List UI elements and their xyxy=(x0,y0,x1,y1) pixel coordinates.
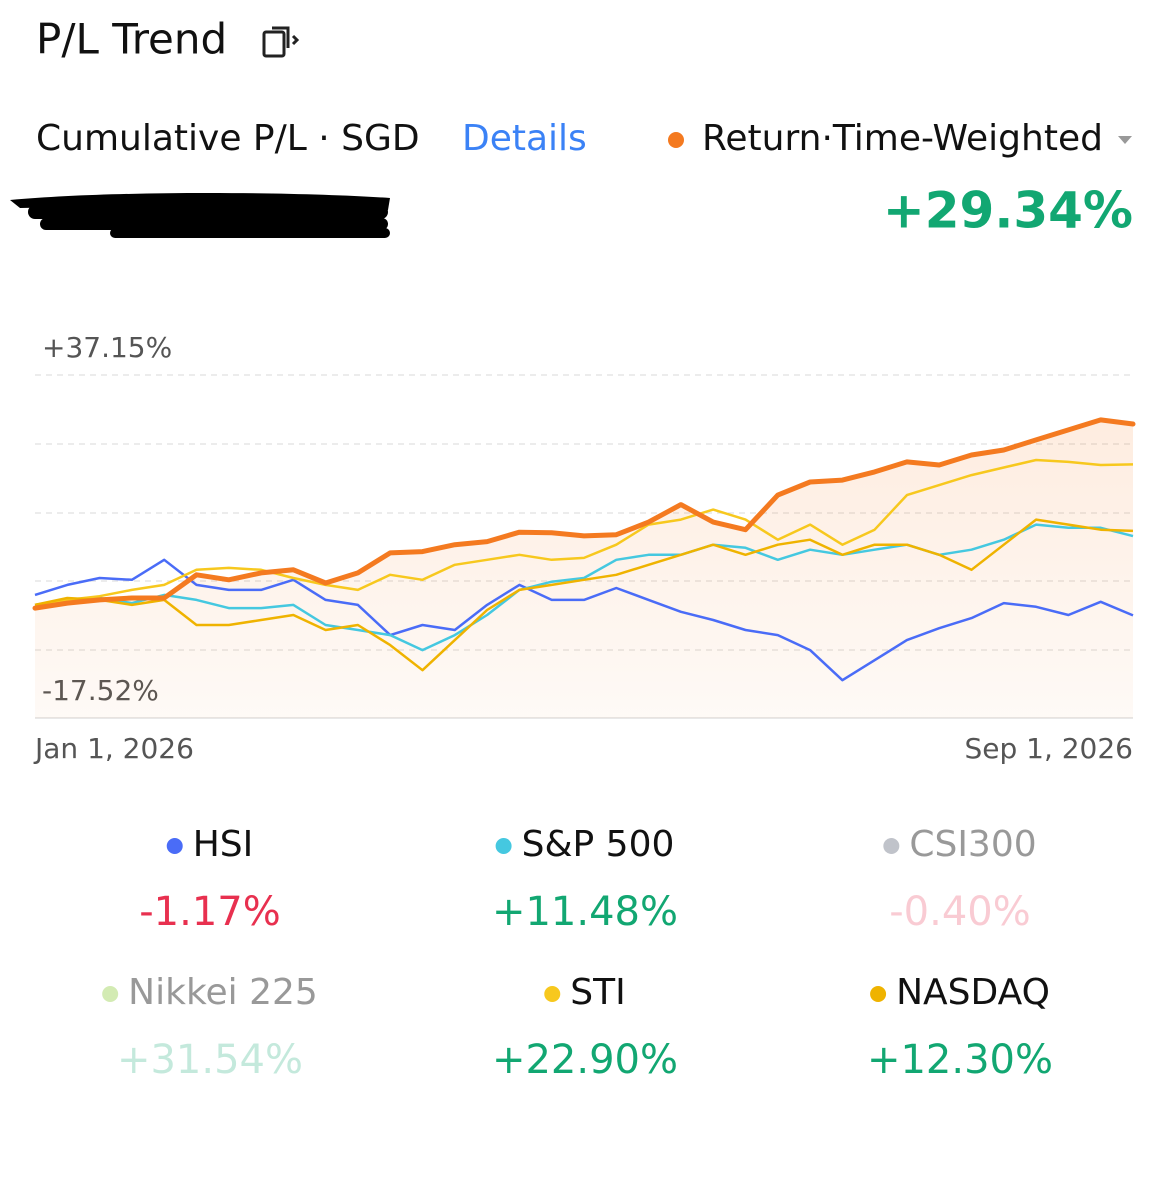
legend-dot xyxy=(102,986,119,1002)
legend-return: -1.17% xyxy=(139,889,281,935)
legend-return: -0.40% xyxy=(889,889,1031,935)
page-title: P/L Trend xyxy=(36,15,227,64)
return-mode[interactable]: Return·Time-Weighted xyxy=(702,118,1103,159)
legend-name: NASDAQ xyxy=(896,972,1050,1013)
legend-name: CSI300 xyxy=(909,824,1036,865)
benchmark-line xyxy=(34,523,1134,652)
legend-toggle[interactable] xyxy=(40,816,380,946)
x-tick-label: Sep 1, 2026 xyxy=(964,732,1133,765)
benchmark-line xyxy=(34,518,1134,672)
legend-name: STI xyxy=(570,972,625,1013)
legend-dot xyxy=(166,838,183,854)
portfolio-area xyxy=(35,419,1133,718)
portfolio-line xyxy=(32,417,1136,611)
legend-toggle[interactable] xyxy=(415,816,755,946)
details-link[interactable]: Details xyxy=(462,118,587,159)
subtitle: Cumulative P/L · SGD xyxy=(36,118,420,159)
benchmark-line xyxy=(34,558,1134,682)
dropdown-arrow[interactable] xyxy=(1118,136,1132,144)
legend-return: +31.54% xyxy=(117,1037,303,1083)
return-mode-dot xyxy=(668,132,684,148)
benchmark-line xyxy=(34,458,1134,607)
legend-return: +22.90% xyxy=(492,1037,678,1083)
legend-return: +11.48% xyxy=(492,889,678,935)
legend-toggle[interactable] xyxy=(40,964,380,1094)
portfolio-return: +29.34% xyxy=(883,182,1133,240)
redacted-value xyxy=(10,193,390,238)
legend-return: +12.30% xyxy=(867,1037,1053,1083)
legend-dot xyxy=(883,838,900,854)
legend-toggle[interactable] xyxy=(415,964,755,1094)
x-tick-label: Jan 1, 2026 xyxy=(33,732,194,765)
legend-dot xyxy=(495,838,512,854)
share-icon[interactable] xyxy=(262,26,300,58)
legend-name: Nikkei 225 xyxy=(128,972,318,1013)
legend-dot xyxy=(544,986,561,1002)
legend-name: S&P 500 xyxy=(522,824,675,865)
legend-dot xyxy=(870,986,887,1002)
legend-toggle[interactable] xyxy=(790,964,1130,1094)
legend-name: HSI xyxy=(193,824,254,865)
legend-toggle[interactable] xyxy=(790,816,1130,946)
y-tick-label: +37.15% xyxy=(42,331,172,364)
